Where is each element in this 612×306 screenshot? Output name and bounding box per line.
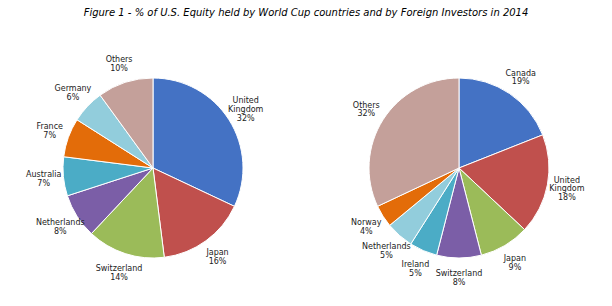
slice-label-line: Switzerland (96, 264, 143, 273)
slice-labels: UnitedKingdom32% Japan16% Switzerland14% Ne… (26, 55, 264, 282)
slice-label-line: Japan (503, 254, 526, 263)
slice-label-line: Canada (505, 69, 536, 78)
slices (63, 78, 243, 258)
slice (153, 168, 234, 257)
slice-labels: Canada19% UnitedKingdom18% Japan9% Switzerl… (351, 69, 585, 287)
slice-label: Ireland5% (402, 260, 430, 278)
title: Figure 1 - % of U.S. Equity held by Worl… (84, 7, 529, 18)
slice-label-line: United (233, 96, 259, 105)
slice-label-line: Germany (55, 84, 92, 93)
slice-label: Canada19% (505, 69, 536, 87)
slice-label: UnitedKingdom18% (549, 176, 585, 203)
slice-label-line: Netherlands (36, 218, 85, 227)
slice-label-line: 10% (110, 64, 128, 73)
slice-label-line: Norway (351, 218, 382, 227)
slice-label-line: Others (353, 101, 380, 110)
slice-label: Others10% (106, 55, 133, 73)
slice-label: Netherlands5% (362, 242, 411, 260)
slice-label: Australia7% (26, 170, 61, 188)
slice-label-line: 32% (237, 114, 255, 123)
slice-label: Norway4% (351, 218, 382, 236)
slice-label-line: 9% (509, 263, 522, 272)
slice-label-line: Japan (205, 248, 228, 257)
slice-label: France7% (36, 122, 63, 140)
slice-label-line: 8% (453, 278, 466, 287)
slice-label: Switzerland14% (96, 264, 143, 282)
slice-label: Japan16% (205, 248, 228, 266)
slice-label-line: 32% (357, 109, 375, 118)
slice-label: Japan9% (503, 254, 526, 272)
slice (369, 78, 459, 206)
slice-label: Germany6% (55, 84, 92, 102)
slice-label-line: Kingdom (549, 184, 585, 193)
slice-label-line: 7% (37, 179, 50, 188)
slice-label-line: 14% (110, 273, 128, 282)
slice-label: UnitedKingdom32% (228, 96, 264, 123)
slice-label-line: 6% (67, 93, 80, 102)
slices (369, 78, 549, 258)
slice-label-line: 4% (360, 227, 373, 236)
slice-label-line: Netherlands (362, 242, 411, 251)
slice-label-line: United (554, 176, 580, 185)
slice (100, 78, 153, 168)
slice-label-line: Australia (26, 170, 61, 179)
slice-label-line: 16% (209, 257, 227, 266)
slice-label-line: Kingdom (228, 105, 264, 114)
slice-label: Netherlands8% (36, 218, 85, 236)
slice-label-line: Others (106, 55, 133, 64)
slice-label-line: 5% (409, 269, 422, 278)
slice-label: Others32% (353, 101, 380, 119)
slice-label-line: 18% (558, 193, 576, 202)
slice-label-line: 5% (380, 251, 393, 260)
slice-label-line: Switzerland (436, 269, 483, 278)
slice-label-line: France (36, 122, 63, 131)
slice-label-line: 19% (512, 77, 530, 86)
slice-label-line: Ireland (402, 260, 430, 269)
slice-label-line: 7% (43, 131, 56, 140)
slice-label-line: 8% (54, 227, 67, 236)
slice-label: Switzerland8% (436, 269, 483, 287)
figure: Figure 1 - % of U.S. Equity held by Worl… (0, 0, 612, 306)
pie-chart: Canada19% UnitedKingdom18% Japan9% Switzerl… (351, 69, 585, 287)
pie-chart: UnitedKingdom32% Japan16% Switzerland14% Ne… (26, 55, 264, 282)
